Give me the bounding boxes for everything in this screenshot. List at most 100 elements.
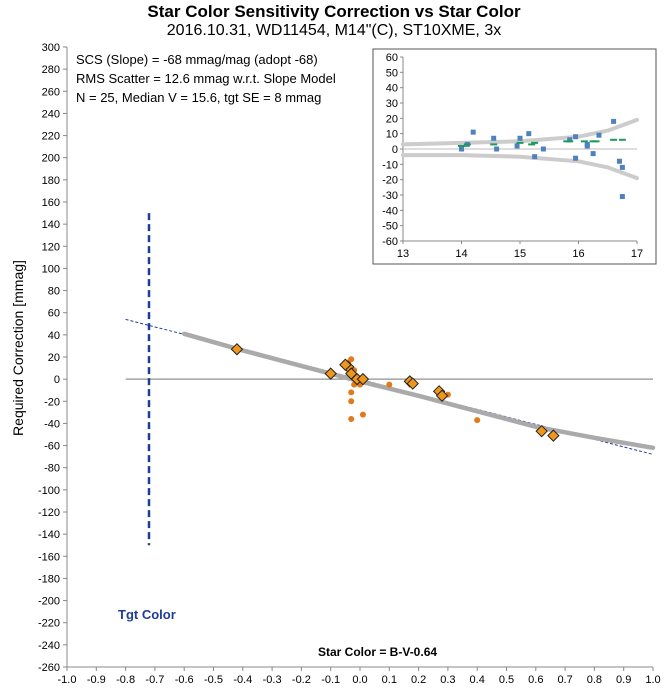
inset-y-tick-label: 10 [386,129,398,141]
y-tick-label: 20 [48,352,60,364]
x-tick-label: -0.2 [292,674,311,686]
diamond-point [435,389,449,402]
y-tick-label: 260 [42,86,60,98]
inset-residual-point [584,141,590,147]
inset-y-tick-label: 20 [386,113,398,125]
x-tick-label: -0.7 [145,674,164,686]
inset-model-point [592,140,600,143]
inset-model-point [580,140,588,143]
chart-title: Star Color Sensitivity Correction vs Sta… [147,2,521,21]
inset-y-tick-label: 50 [386,67,398,79]
main-axes: 3002802602402202001801601401201008060402… [38,42,661,686]
y-tick-label: -100 [38,485,60,497]
inset-y-tick-label: 40 [386,83,398,95]
y-tick-label: -260 [38,662,60,674]
inset-model-point [528,143,536,146]
inset-residual-point [619,194,625,200]
x-tick-label: -0.4 [233,674,252,686]
y-tick-label: 0 [54,374,60,386]
diamond-point [230,343,244,356]
y-tick-label: -40 [44,418,60,430]
y-tick-label: -80 [44,463,60,475]
inset-x-tick-label: 16 [572,248,584,260]
inset-y-tick-label: -20 [382,175,398,187]
inset-residual-point [573,134,579,140]
y-tick-label: -200 [38,596,60,608]
thick-gray-line [181,331,656,451]
inset-residual-point [526,131,532,137]
y-tick-label: -240 [38,640,60,652]
x-tick-label: 0.7 [557,674,572,686]
diamond-point [339,358,352,371]
x-tick-label: 1.0 [645,674,660,686]
inset-x-tick-label: 14 [455,248,467,260]
inset-x-tick-label: 15 [514,248,526,260]
y-tick-label: 300 [42,42,60,54]
x-tick-label: 0.3 [440,674,455,686]
inset-residual-point [514,143,520,149]
x-tick-label: -0.3 [263,674,282,686]
x-tick-label: -0.9 [87,674,106,686]
x-tick-label: 0.9 [616,674,631,686]
inset-envelope-line [401,153,639,181]
inset-residual-point [517,135,523,141]
x-tick-label: 0.8 [587,674,602,686]
inset-residual-point [616,158,622,164]
y-tick-label: -140 [38,529,60,541]
diamond-point [535,424,548,438]
stats-line-rms: RMS Scatter = 12.6 mmag w.r.t. Slope Mod… [76,71,336,86]
x-tick-label: -0.6 [175,674,194,686]
y-tick-label: 140 [42,219,60,231]
inset-residual-point [494,146,500,152]
x-tick-label: 0.2 [411,674,426,686]
y-tick-label: -120 [38,507,60,519]
inset-x-tick-label: 13 [397,248,409,260]
y-tick-label: 60 [48,308,60,320]
main-marks [125,213,656,546]
x-tick-label: 0.4 [470,674,485,686]
orange-dot-point [348,416,355,422]
inset-residual-point [596,132,602,138]
x-tick-label: -0.8 [116,674,135,686]
inset-residual-point [540,146,546,152]
y-tick-label: 180 [42,175,60,187]
inset-model-point [618,138,626,141]
inset-model-point [458,144,465,147]
inset-model-point [516,141,524,144]
y-tick-label: 80 [48,286,60,298]
diamond-point [324,367,337,380]
y-tick-label: 40 [48,330,60,342]
y-tick-label: 220 [42,131,60,143]
diamond-point [406,377,419,390]
inset-model-point [490,143,498,146]
orange-dot-point [348,389,355,396]
inset-y-tick-label: -40 [382,205,398,217]
inset-y-tick-label: -30 [382,190,398,202]
inset-x-tick-label: 17 [631,248,643,260]
inset-residual-point [532,154,538,160]
x-tick-label: -0.5 [204,674,223,686]
inset-residual-point [590,151,596,157]
inset-y-tick-label: 30 [386,98,398,110]
inset-model-point [610,138,618,141]
y-tick-label: 200 [42,153,60,165]
y-tick-label: 120 [42,241,60,253]
inset-y-tick-label: -60 [382,236,398,248]
inset-residual-point [611,118,617,124]
inset-envelope-line [401,117,639,147]
stats-box: SCS (Slope) = -68 mmag/mag (adopt -68) R… [76,50,340,107]
y-tick-label: 160 [42,197,60,209]
inset-residual-point [567,137,573,143]
inset-residual-point [573,155,579,161]
y-tick-label: -20 [44,396,60,408]
inset-y-tick-label: 60 [386,52,398,64]
x-axis-label: Star Color = B-V-0.64 [318,645,438,659]
orange-dot-point [474,417,481,424]
inset-model-point [566,140,574,143]
y-tick-label: -180 [38,573,60,585]
target-color-label: Tgt Color [118,607,176,622]
inset-residual-point [491,135,497,141]
x-tick-label: 0.5 [499,674,514,686]
